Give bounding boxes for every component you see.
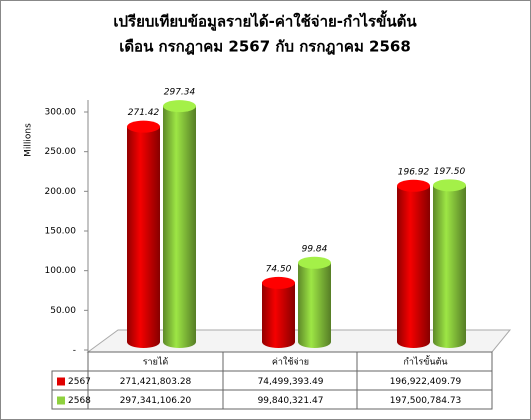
bar [163, 106, 196, 343]
bar-top [262, 276, 295, 289]
legend-swatch [57, 396, 65, 405]
table-value: 271,421,803.28 [120, 377, 192, 387]
x-tick-label: กำไรขั้นต้น [403, 355, 447, 368]
table-value: 74,499,393.49 [258, 377, 324, 387]
chart-title: เปรียบเทียบข้อมูลรายได้-ค่าใช้จ่าย-กำไรข… [113, 10, 417, 32]
data-label: 271.42 [128, 108, 160, 118]
y-tick-label: - [73, 346, 76, 356]
table-value: 99,840,321.47 [258, 396, 324, 406]
bar [433, 185, 466, 342]
y-tick-label: 100.00 [45, 266, 77, 276]
table-value: 196,922,409.79 [390, 377, 462, 387]
bar [262, 282, 295, 342]
bar-top [433, 179, 466, 192]
bar [397, 185, 430, 342]
data-label: 74.50 [266, 264, 292, 274]
bar-top [127, 120, 160, 133]
data-label: 99.84 [302, 244, 328, 254]
bar-top [397, 179, 430, 192]
y-axis-label: Millions [24, 123, 34, 157]
bar-top [298, 256, 331, 269]
legend-label: 2568 [68, 396, 91, 406]
legend-label: 2567 [68, 377, 91, 387]
bar [127, 126, 160, 343]
bar [298, 262, 331, 342]
data-label: 197.50 [434, 167, 466, 177]
table-value: 297,341,106.20 [120, 396, 192, 406]
chart-subtitle: เดือน กรกฎาคม 2567 กับ กรกฎาคม 2568 [119, 38, 411, 56]
data-label: 297.34 [164, 88, 196, 98]
y-tick-label: 300.00 [45, 108, 77, 118]
y-tick-label: 150.00 [45, 227, 77, 237]
bar-top [163, 100, 196, 113]
legend-swatch [57, 377, 65, 386]
x-tick-label: รายได้ [143, 357, 169, 368]
y-tick-label: 50.00 [50, 306, 76, 316]
y-tick-label: 250.00 [45, 147, 77, 157]
x-tick-label: ค่าใช้จ่าย [272, 357, 309, 368]
table-value: 197,500,784.73 [390, 396, 462, 406]
data-label: 196.92 [398, 167, 430, 177]
y-tick-label: 200.00 [45, 187, 77, 197]
